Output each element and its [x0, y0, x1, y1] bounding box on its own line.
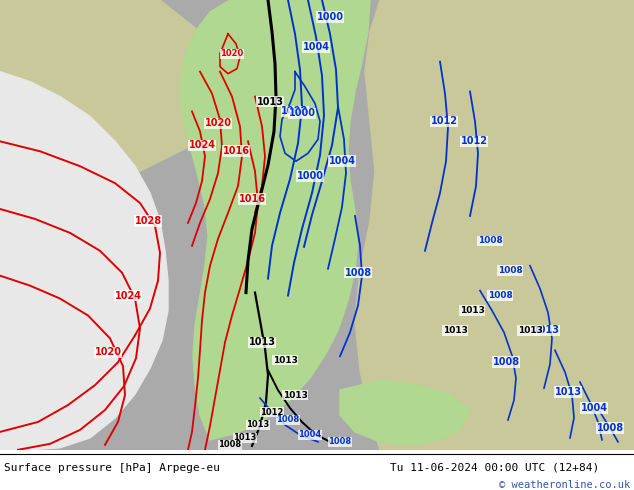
Text: 1013: 1013: [273, 356, 297, 365]
Text: 1020: 1020: [94, 347, 122, 357]
Text: 1013: 1013: [555, 387, 581, 397]
Text: 1016: 1016: [238, 194, 266, 204]
Text: 1013: 1013: [233, 433, 257, 442]
Text: 1008: 1008: [493, 357, 519, 367]
Text: 1012: 1012: [430, 117, 458, 126]
Text: 1008: 1008: [219, 441, 242, 449]
Text: 1004: 1004: [299, 430, 321, 440]
Text: 1008: 1008: [276, 416, 299, 424]
Text: 1013: 1013: [247, 420, 269, 429]
Text: 1008: 1008: [488, 291, 512, 300]
Polygon shape: [0, 0, 250, 241]
Text: 1020: 1020: [205, 119, 231, 128]
Text: © weatheronline.co.uk: © weatheronline.co.uk: [499, 480, 630, 490]
Text: 1012: 1012: [261, 408, 283, 416]
Text: 1008: 1008: [498, 266, 522, 275]
Text: 1008: 1008: [597, 423, 624, 433]
Text: 1008: 1008: [477, 236, 502, 245]
Text: 1016: 1016: [223, 147, 250, 156]
Text: 1013: 1013: [517, 326, 543, 335]
Polygon shape: [340, 380, 470, 445]
Text: 1000: 1000: [288, 108, 316, 119]
Text: 1008: 1008: [328, 438, 352, 446]
Text: 1024: 1024: [115, 291, 141, 300]
Text: 1020: 1020: [221, 49, 243, 58]
Text: 1013: 1013: [257, 97, 283, 106]
Text: 1004: 1004: [581, 403, 607, 413]
Text: 1004: 1004: [302, 42, 330, 52]
Polygon shape: [180, 0, 370, 440]
Text: 1012: 1012: [460, 136, 488, 147]
Text: 1004: 1004: [328, 156, 356, 166]
Polygon shape: [0, 72, 168, 450]
Text: 1024: 1024: [188, 140, 216, 150]
Polygon shape: [355, 0, 634, 450]
Text: 1013: 1013: [249, 337, 276, 347]
Text: Tu 11-06-2024 00:00 UTC (12+84): Tu 11-06-2024 00:00 UTC (12+84): [390, 463, 599, 473]
Text: 1000: 1000: [297, 171, 323, 181]
Text: 1013: 1013: [283, 391, 307, 399]
Text: 1013: 1013: [443, 326, 467, 335]
Text: 1028: 1028: [134, 216, 162, 226]
Text: 1013: 1013: [460, 306, 484, 315]
Text: 1008: 1008: [281, 106, 309, 117]
Text: 1013: 1013: [533, 325, 559, 335]
Text: Surface pressure [hPa] Arpege-eu: Surface pressure [hPa] Arpege-eu: [4, 463, 220, 473]
Text: 1008: 1008: [344, 268, 372, 278]
Text: 1000: 1000: [316, 12, 344, 22]
